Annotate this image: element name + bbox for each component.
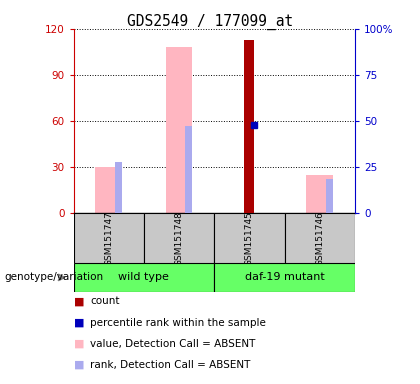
Text: rank, Detection Call = ABSENT: rank, Detection Call = ABSENT	[90, 360, 251, 370]
Text: genotype/variation: genotype/variation	[4, 272, 103, 283]
Bar	[74, 263, 214, 292]
Text: GSM151745: GSM151745	[245, 211, 254, 265]
Bar	[95, 167, 122, 213]
Bar	[306, 175, 333, 213]
Bar	[214, 263, 355, 292]
Text: GDS2549 / 177099_at: GDS2549 / 177099_at	[127, 13, 293, 30]
Text: value, Detection Call = ABSENT: value, Detection Call = ABSENT	[90, 339, 256, 349]
Text: percentile rank within the sample: percentile rank within the sample	[90, 318, 266, 328]
Text: daf-19 mutant: daf-19 mutant	[245, 272, 324, 283]
Text: wild type: wild type	[118, 272, 169, 283]
Text: ■: ■	[74, 360, 84, 370]
Bar	[285, 213, 355, 263]
Text: ■: ■	[74, 318, 84, 328]
Bar	[326, 179, 333, 213]
Bar	[74, 213, 144, 263]
Bar	[165, 47, 192, 213]
Bar	[185, 126, 192, 213]
Text: GSM151748: GSM151748	[175, 211, 184, 265]
Text: ■: ■	[74, 296, 84, 306]
Bar	[144, 213, 214, 263]
Bar	[115, 162, 122, 213]
Bar	[244, 40, 254, 213]
Text: ■: ■	[74, 339, 84, 349]
Bar	[214, 213, 285, 263]
Text: GSM151746: GSM151746	[315, 211, 324, 265]
Text: count: count	[90, 296, 120, 306]
Text: GSM151747: GSM151747	[104, 211, 113, 265]
